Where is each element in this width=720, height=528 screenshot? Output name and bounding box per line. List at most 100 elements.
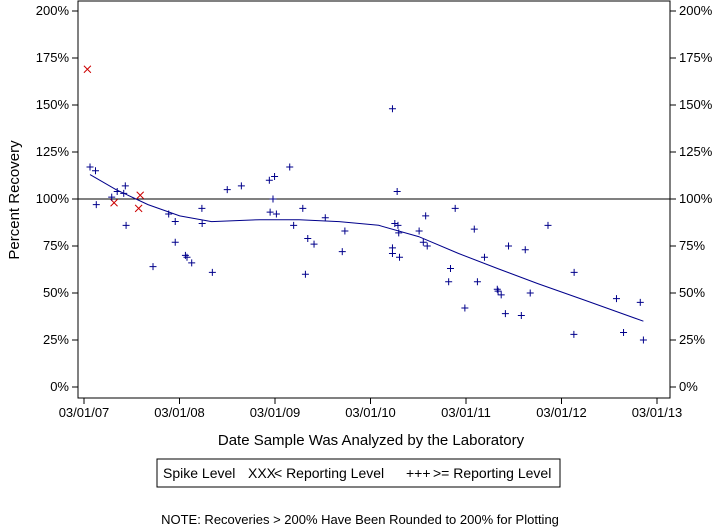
data-point-above-rl [223, 186, 231, 194]
data-point-above-rl [517, 312, 525, 320]
x-tick-label: 03/01/09 [250, 405, 301, 420]
data-point-above-rl [415, 227, 423, 235]
data-point-above-rl [497, 291, 505, 299]
data-point-above-rl [198, 204, 206, 212]
y-axis-left: 0% 25% 50% 75% 100% 125% 150% 175% 200% [36, 3, 78, 394]
data-point-above-rl [341, 227, 349, 235]
y-tick-label-left: 125% [36, 144, 70, 159]
data-point-above-rl [570, 268, 578, 276]
x-tick-label: 03/01/10 [345, 405, 396, 420]
x-tick-label: 03/01/13 [632, 405, 683, 420]
data-point-above-rl [181, 251, 189, 259]
data-point-above-rl [480, 253, 488, 261]
data-point-above-rl [237, 182, 245, 190]
y-tick-label-right: 0% [679, 379, 698, 394]
y-tick-label-right: 125% [679, 144, 713, 159]
data-point-above-rl [394, 221, 402, 229]
y-axis-title: Percent Recovery [6, 140, 23, 260]
y-tick-label-right: 200% [679, 3, 713, 18]
data-point-above-rl [183, 253, 191, 261]
data-point-above-rl [272, 210, 280, 218]
y-axis-right: 0% 25% 50% 75% 100% 125% 150% 175% 200% [670, 3, 713, 394]
y-tick-label-right: 175% [679, 50, 713, 65]
data-point-above-rl [501, 310, 509, 318]
data-point-above-rl [451, 204, 459, 212]
x-tick-label: 03/01/12 [536, 405, 587, 420]
data-point-above-rl [149, 263, 157, 271]
data-point-above-rl [391, 219, 399, 227]
y-tick-label-left: 200% [36, 3, 70, 18]
data-point-above-rl [423, 242, 431, 250]
y-tick-label-left: 175% [36, 50, 70, 65]
y-tick-label-right: 75% [679, 238, 705, 253]
data-point-above-rl [419, 238, 427, 246]
data-point-above-rl [92, 201, 100, 209]
data-point-above-rl [271, 172, 279, 180]
data-point-below-rl [83, 65, 92, 74]
legend-symbol-above-rl: +++ [406, 465, 431, 481]
footnote: NOTE: Recoveries > 200% Have Been Rounde… [161, 512, 559, 527]
legend-label-above-rl: >= Reporting Level [433, 465, 551, 481]
data-point-above-rl [208, 268, 216, 276]
data-point-above-rl [393, 187, 401, 195]
data-point-above-rl [108, 193, 116, 201]
data-point-above-rl [198, 219, 206, 227]
data-point-above-rl [286, 163, 294, 171]
y-tick-label-right: 50% [679, 285, 705, 300]
data-point-above-rl [120, 189, 128, 197]
y-tick-label-left: 25% [43, 332, 69, 347]
data-point-above-rl [265, 176, 273, 184]
legend: Spike Level XXX < Reporting Level +++ >=… [156, 458, 561, 488]
data-point-above-rl [188, 259, 196, 267]
y-tick-label-left: 75% [43, 238, 69, 253]
x-tick-label: 03/01/07 [59, 405, 110, 420]
y-tick-label-left: 50% [43, 285, 69, 300]
legend-symbol-below-rl: XXX [248, 465, 277, 481]
data-point-above-rl [570, 330, 578, 338]
x-axis-title: Date Sample Was Analyzed by the Laborato… [218, 432, 525, 449]
data-point-above-rl [171, 238, 179, 246]
data-point-above-rl [113, 187, 121, 195]
x-axis: 03/01/07 03/01/08 03/01/09 03/01/10 03/01/11… [59, 398, 683, 420]
data-markers [83, 65, 647, 344]
data-point-above-rl [461, 304, 469, 312]
data-point-above-rl [121, 182, 129, 190]
data-point-above-rl [612, 295, 620, 303]
data-point-below-rl [134, 204, 143, 213]
data-point-above-rl [526, 289, 534, 297]
x-tick-label: 03/01/11 [441, 405, 491, 420]
data-point-above-rl [388, 250, 396, 258]
data-point-above-rl [165, 210, 173, 218]
legend-title: Spike Level [163, 465, 235, 481]
data-point-above-rl [299, 204, 307, 212]
data-point-above-rl [473, 278, 481, 286]
data-point-above-rl [470, 225, 478, 233]
data-point-above-rl [521, 246, 529, 254]
data-point-above-rl [122, 221, 130, 229]
data-point-above-rl [269, 195, 277, 203]
y-tick-label-right: 150% [679, 97, 713, 112]
data-point-above-rl [338, 248, 346, 256]
data-point-above-rl [395, 229, 403, 237]
data-point-above-rl [321, 214, 329, 222]
x-tick-label: 03/01/08 [154, 405, 205, 420]
data-point-above-rl [445, 278, 453, 286]
data-point-above-rl [92, 167, 100, 175]
data-point-above-rl [494, 287, 502, 295]
data-point-below-rl [136, 191, 145, 200]
y-tick-label-right: 25% [679, 332, 705, 347]
y-tick-label-right: 100% [679, 191, 713, 206]
data-point-above-rl [446, 265, 454, 273]
y-tick-label-left: 0% [50, 379, 69, 394]
data-point-above-rl [171, 218, 179, 226]
data-point-above-rl [388, 105, 396, 113]
data-point-above-rl [304, 234, 312, 242]
data-point-above-rl [639, 336, 647, 344]
y-tick-label-left: 100% [36, 191, 70, 206]
data-point-above-rl [636, 298, 644, 306]
trend-line [89, 174, 644, 322]
data-point-above-rl [310, 240, 318, 248]
data-point-above-rl [86, 163, 94, 171]
data-point-above-rl [505, 242, 513, 250]
